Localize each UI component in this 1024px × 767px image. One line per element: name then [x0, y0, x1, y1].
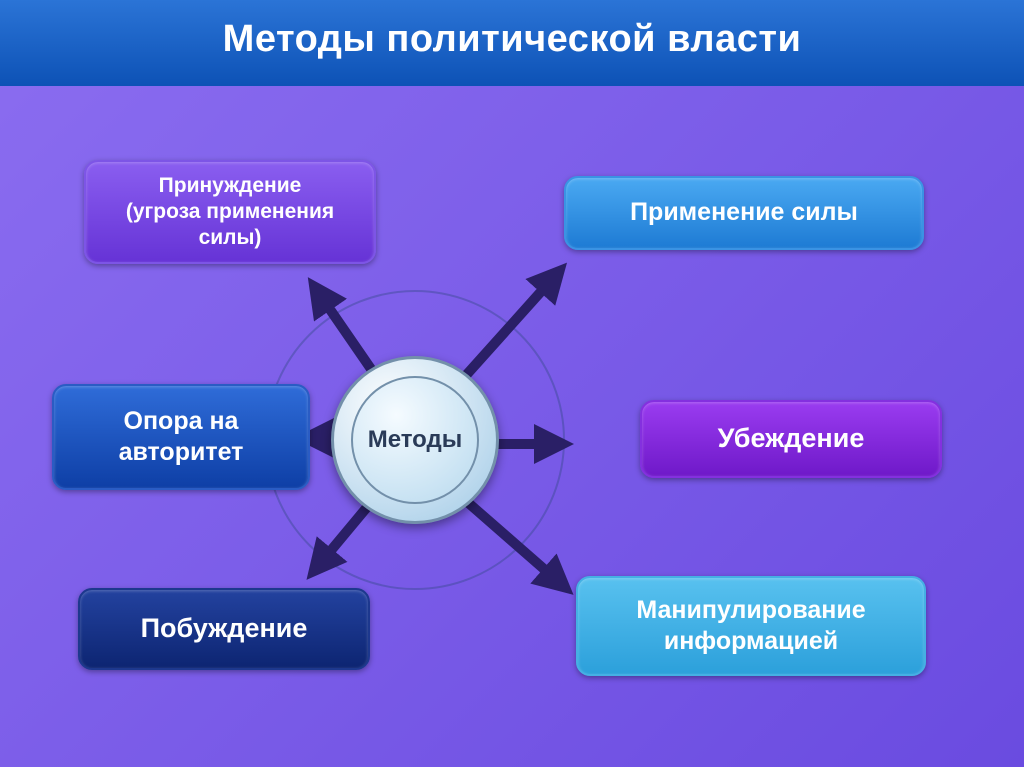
node-motivation: Побуждение [78, 588, 370, 670]
hub-outer: Методы [331, 356, 499, 524]
hub-label: Методы [368, 426, 463, 454]
node-coercion: Принуждение (угроза применения силы) [84, 160, 376, 264]
node-label: Побуждение [141, 612, 308, 646]
node-manipulation: Манипулирование информацией [576, 576, 926, 676]
hub-inner: Методы [351, 376, 479, 504]
node-label: Опора на авторитет [119, 406, 244, 469]
node-label: Манипулирование информацией [636, 595, 865, 658]
node-label: Убеждение [718, 422, 865, 456]
node-authority: Опора на авторитет [52, 384, 310, 490]
node-persuasion: Убеждение [640, 400, 942, 478]
slide: Методы политической власти Методы Принуж… [0, 0, 1024, 767]
node-label: Применение силы [630, 197, 858, 228]
slide-title: Методы политической власти [223, 18, 802, 60]
node-force: Применение силы [564, 176, 924, 250]
title-bar: Методы политической власти [0, 0, 1024, 86]
node-label: Принуждение (угроза применения силы) [126, 173, 334, 252]
